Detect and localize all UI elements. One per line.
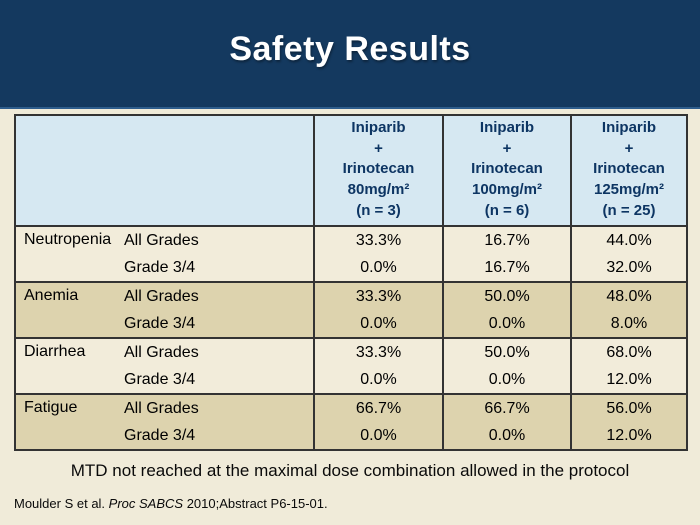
value-cell: 56.0% (570, 393, 687, 423)
drug-name: Iniparib (351, 119, 406, 136)
sample-size: (n = 6) (484, 201, 530, 219)
table-row-anemia-grade34: Grade 3/4 0.0% 0.0% 8.0% (15, 310, 687, 339)
grade-label: Grade 3/4 (123, 366, 314, 395)
grade-label: All Grades (123, 337, 314, 367)
table-row-fatigue-all-grades: Fatigue All Grades 66.7% 66.7% 56.0% (15, 393, 687, 451)
table-row-anemia-all-grades: Anemia All Grades 33.3% 50.0% 48.0% (15, 281, 687, 339)
sample-size: (n = 25) (602, 201, 656, 219)
grade-label: Grade 3/4 (123, 422, 314, 451)
dose-label: 100mg/m² (471, 181, 543, 199)
safety-results-table: Iniparib + Irinotecan 80mg/m² (n = 3) In… (14, 114, 688, 452)
value-cell: 12.0% (570, 366, 687, 395)
value-cell: 0.0% (313, 254, 443, 283)
grade-label: Grade 3/4 (123, 310, 314, 339)
value-cell: 0.0% (313, 310, 443, 339)
value-cell: 0.0% (442, 310, 571, 339)
value-cell: 32.0% (570, 254, 687, 283)
value-cell: 50.0% (442, 337, 571, 367)
title-banner: Safety Results (0, 0, 700, 109)
column-header-irinotecan-100: Iniparib + Irinotecan 100mg/m² (n = 6) (442, 115, 571, 228)
condition-label: Diarrhea (15, 337, 123, 395)
value-cell: 66.7% (313, 393, 443, 423)
mtd-note: MTD not reached at the maximal dose comb… (70, 461, 630, 481)
dose-label: 125mg/m² (593, 181, 665, 199)
table-row-neutropenia-grade34: Grade 3/4 0.0% 16.7% 32.0% (15, 254, 687, 283)
sample-size: (n = 3) (356, 201, 401, 219)
empty-header-cell (15, 115, 314, 228)
dose-label: 80mg/m² (347, 181, 410, 199)
value-cell: 68.0% (570, 337, 687, 367)
grade-label: All Grades (123, 281, 314, 311)
value-cell: 33.3% (313, 225, 443, 255)
value-cell: 0.0% (313, 422, 443, 451)
plus-sign: + (374, 139, 383, 157)
grade-label: All Grades (123, 393, 314, 423)
grade-label: Grade 3/4 (123, 254, 314, 283)
value-cell: 0.0% (442, 422, 571, 451)
grade-label: All Grades (123, 225, 314, 255)
value-cell: 48.0% (570, 281, 687, 311)
citation-reference: 2010;Abstract P6-15-01. (183, 496, 328, 512)
combo-drug-name: Irinotecan (342, 160, 415, 178)
citation-authors: Moulder S et al. (14, 496, 109, 512)
condition-label: Fatigue (15, 393, 123, 451)
slide: Safety Results Iniparib + Irinotecan 80m… (0, 0, 700, 511)
drug-name: Iniparib (601, 119, 657, 136)
citation: Moulder S et al. Proc SABCS 2010;Abstrac… (14, 496, 700, 511)
value-cell: 50.0% (442, 281, 571, 311)
table-row-diarrhea-all-grades: Diarrhea All Grades 33.3% 50.0% 68.0% (15, 337, 687, 395)
combo-drug-name: Irinotecan (471, 160, 543, 178)
condition-label: Anemia (15, 281, 123, 339)
column-header-irinotecan-125: Iniparib + Irinotecan 125mg/m² (n = 25) (570, 115, 687, 228)
value-cell: 33.3% (313, 337, 443, 367)
table-row-fatigue-grade34: Grade 3/4 0.0% 0.0% 12.0% (15, 422, 687, 451)
table-container: Iniparib + Irinotecan 80mg/m² (n = 3) In… (0, 109, 700, 452)
table-row-neutropenia-all-grades: Neutropenia All Grades 33.3% 16.7% 44.0% (15, 225, 687, 283)
value-cell: 16.7% (442, 225, 571, 255)
table-row-diarrhea-grade34: Grade 3/4 0.0% 0.0% 12.0% (15, 366, 687, 395)
citation-journal: Proc SABCS (108, 496, 184, 512)
value-cell: 16.7% (442, 254, 571, 283)
value-cell: 8.0% (570, 310, 687, 339)
value-cell: 44.0% (570, 225, 687, 255)
combo-drug-name: Irinotecan (593, 160, 665, 178)
value-cell: 33.3% (313, 281, 443, 311)
condition-label: Neutropenia (15, 225, 123, 283)
value-cell: 12.0% (570, 422, 687, 451)
header-row: Iniparib + Irinotecan 80mg/m² (n = 3) In… (15, 115, 687, 228)
drug-name: Iniparib (479, 119, 535, 136)
value-cell: 0.0% (313, 366, 443, 395)
slide-title: Safety Results (229, 30, 471, 68)
value-cell: 66.7% (442, 393, 571, 423)
value-cell: 0.0% (442, 366, 571, 395)
plus-sign: + (502, 139, 512, 157)
plus-sign: + (624, 139, 634, 157)
column-header-irinotecan-80: Iniparib + Irinotecan 80mg/m² (n = 3) (313, 115, 443, 228)
